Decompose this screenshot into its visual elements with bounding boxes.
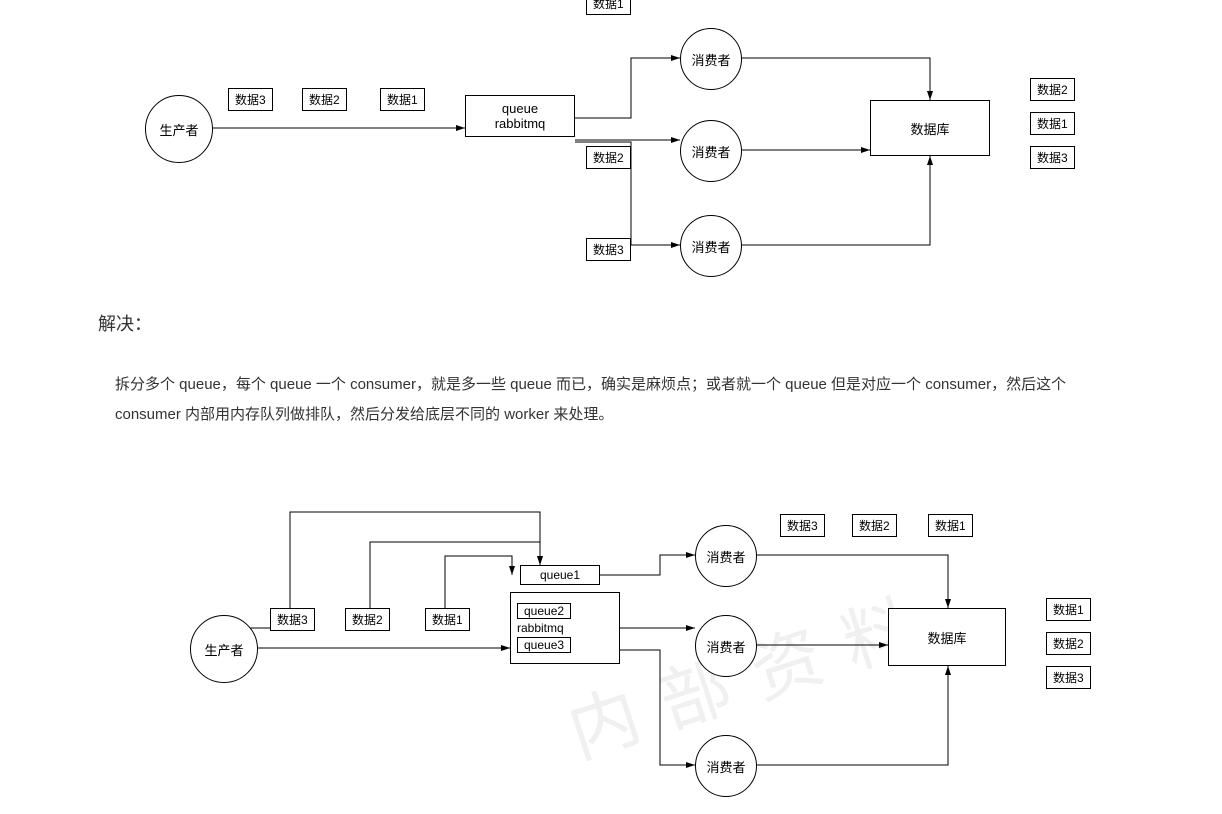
d2-consumer3: 消费者 [695,735,757,797]
d2-producer: 生产者 [190,615,258,683]
d2-tag-top-d3: 数据3 [780,514,825,537]
d2-database: 数据库 [888,608,1006,666]
d2-consumer1: 消费者 [695,525,757,587]
d2-tag-prod-d2: 数据2 [345,608,390,631]
d2-consumer2: 消费者 [695,615,757,677]
d2-queue3: queue3 [517,637,571,653]
d2-tag-prod-d3: 数据3 [270,608,315,631]
d2-tag-top-d1: 数据1 [928,514,973,537]
d2-queue-outer: queue2 rabbitmq queue3 [510,592,620,664]
d2-tag-out-d2: 数据2 [1046,632,1091,655]
d2-tag-out-d1: 数据1 [1046,598,1091,621]
d2-queue2: queue2 [517,603,571,619]
d2-tag-top-d2: 数据2 [852,514,897,537]
diagram-2-edges [0,0,1222,814]
d2-tag-out-d3: 数据3 [1046,666,1091,689]
d2-rabbitmq-label: rabbitmq [517,620,564,636]
d2-tag-prod-d1: 数据1 [425,608,470,631]
d2-queue1: queue1 [520,565,600,585]
diagram-2: 生产者 queue1 queue2 rabbitmq queue3 消费者 消费… [0,0,1222,814]
